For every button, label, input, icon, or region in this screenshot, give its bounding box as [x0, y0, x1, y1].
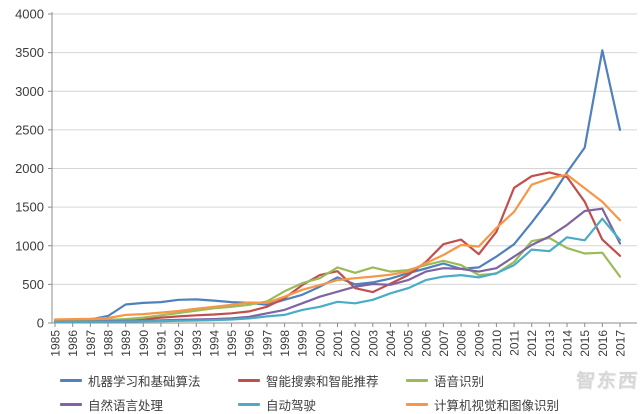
x-axis-label: 1995 — [225, 330, 239, 357]
x-axis-label: 1990 — [137, 330, 151, 357]
x-axis-label: 2011 — [508, 330, 522, 356]
x-axis-label: 2004 — [384, 330, 398, 357]
x-axis-label: 1986 — [66, 330, 80, 357]
legend-label: 机器学习和基础算法 — [88, 375, 201, 389]
x-axis-label: 2017 — [614, 330, 628, 357]
x-axis-label: 2009 — [472, 330, 486, 357]
x-axis-label: 1994 — [207, 330, 221, 357]
legend-label: 计算机视觉和图像识别 — [434, 399, 560, 413]
legend-label: 智能搜索和智能推荐 — [266, 375, 379, 389]
x-axis-label: 1993 — [190, 330, 204, 357]
x-axis-label: 2016 — [596, 330, 610, 357]
y-axis-label: 3500 — [15, 45, 44, 60]
x-axis-label: 1991 — [154, 330, 168, 357]
x-axis-label: 1992 — [172, 330, 186, 357]
x-axis-label: 2005 — [402, 330, 416, 357]
y-axis-label: 1000 — [15, 238, 44, 253]
y-axis-label: 500 — [22, 277, 44, 292]
legend-item-computer-vision: 计算机视觉和图像识别 — [406, 395, 635, 414]
x-axis-label: 2013 — [543, 330, 557, 357]
x-axis-label: 1998 — [278, 330, 292, 357]
legend-line-swatch-orange — [406, 403, 428, 406]
chart-legend: 机器学习和基础算法 智能搜索和智能推荐 语音识别 自然语言处理 自动驾驶 计算机… — [60, 371, 635, 414]
x-axis-label: 2015 — [578, 330, 592, 357]
y-axis-label: 2500 — [15, 122, 44, 137]
x-axis-label: 2008 — [455, 330, 469, 357]
legend-item-nlp: 自然语言处理 — [60, 395, 238, 414]
legend-label: 自动驾驶 — [266, 399, 317, 413]
legend-label: 语音识别 — [434, 375, 485, 389]
series-line-4 — [53, 217, 622, 324]
x-axis-label: 2007 — [437, 330, 451, 357]
series-line-0 — [53, 49, 622, 322]
x-axis-label: 2006 — [419, 330, 433, 357]
x-axis-label: 2001 — [331, 330, 345, 357]
y-axis-label: 4000 — [15, 7, 44, 22]
series-line-1 — [53, 171, 622, 323]
x-axis-label: 1999 — [296, 330, 310, 357]
legend-item-autonomous-driving: 自动驾驶 — [238, 395, 406, 414]
x-axis-label: 1985 — [49, 330, 63, 357]
legend-line-swatch-purple — [60, 403, 82, 406]
x-axis-label: 1987 — [84, 330, 98, 357]
x-axis-label: 1996 — [243, 330, 257, 357]
x-axis-label: 2010 — [490, 330, 504, 357]
legend-line-swatch-teal — [238, 403, 260, 406]
x-axis-label: 2014 — [561, 330, 575, 357]
x-axis-label: 2002 — [349, 330, 363, 357]
legend-line-swatch-green — [406, 379, 428, 382]
x-axis-label: 2000 — [313, 330, 327, 357]
x-axis-label: 1997 — [260, 330, 274, 357]
legend-label: 自然语言处理 — [88, 399, 164, 413]
x-axis-label: 2003 — [366, 330, 380, 357]
legend-line-swatch-red — [238, 379, 260, 382]
x-axis-label: 1989 — [119, 330, 133, 357]
series-line-3 — [53, 207, 622, 323]
y-axis-label: 3000 — [15, 84, 44, 99]
legend-item-smart-search: 智能搜索和智能推荐 — [238, 371, 406, 390]
x-axis-label: 2012 — [525, 330, 539, 357]
y-axis-label: 1500 — [15, 200, 44, 215]
legend-line-swatch-blue — [60, 379, 82, 382]
y-axis-label: 0 — [37, 316, 44, 331]
y-axis-label: 2000 — [15, 161, 44, 176]
series-line-5 — [53, 173, 622, 321]
legend-item-speech-recognition: 语音识别 — [406, 371, 635, 390]
x-axis-label: 1988 — [101, 330, 115, 357]
legend-item-machine-learning: 机器学习和基础算法 — [60, 371, 238, 390]
